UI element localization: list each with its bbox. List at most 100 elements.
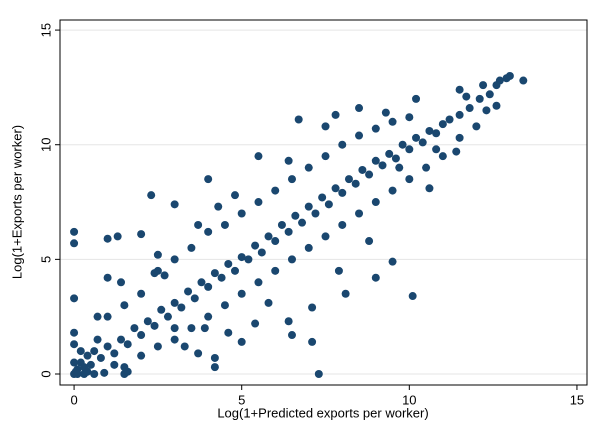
point (117, 278, 126, 287)
point (93, 335, 102, 344)
y-tick-label: 10 (38, 137, 53, 151)
point (237, 289, 246, 298)
point (422, 163, 431, 172)
point (321, 232, 330, 241)
point (355, 209, 364, 218)
point (187, 324, 196, 333)
point (418, 138, 427, 147)
point (110, 360, 119, 369)
point (170, 335, 179, 344)
point (70, 239, 79, 248)
point (519, 76, 528, 85)
point (113, 232, 122, 241)
point (465, 104, 474, 113)
point (251, 241, 260, 250)
point (204, 282, 213, 291)
point (177, 303, 186, 312)
point (76, 347, 85, 356)
point (120, 301, 129, 310)
point (230, 266, 239, 275)
point (184, 287, 193, 296)
point (338, 188, 347, 197)
point (170, 298, 179, 307)
point (150, 269, 159, 278)
point (321, 122, 330, 131)
point (378, 161, 387, 170)
point (294, 115, 303, 124)
point (103, 342, 112, 351)
point (304, 243, 313, 252)
point (271, 186, 280, 195)
point (103, 312, 112, 321)
point (237, 209, 246, 218)
point (210, 269, 219, 278)
point (341, 289, 350, 298)
point (137, 289, 146, 298)
point (324, 200, 333, 209)
point (230, 191, 239, 200)
point (358, 165, 367, 174)
point (210, 363, 219, 372)
point (304, 163, 313, 172)
point (123, 367, 132, 376)
point (475, 94, 484, 103)
point (170, 324, 179, 333)
point (381, 108, 390, 117)
point (492, 81, 501, 90)
point (83, 351, 92, 360)
point (153, 342, 162, 351)
point (405, 113, 414, 122)
point (388, 186, 397, 195)
y-axis-title: Log(1+Exports per worker) (9, 125, 24, 279)
point (412, 94, 421, 103)
point (217, 273, 226, 282)
x-tick-label: 5 (238, 392, 245, 407)
plot-area (60, 29, 587, 378)
point (194, 349, 203, 358)
point (70, 294, 79, 303)
point (482, 106, 491, 115)
point (204, 312, 213, 321)
point (287, 175, 296, 184)
point (391, 154, 400, 163)
point (371, 156, 380, 165)
point (371, 124, 380, 133)
point (371, 273, 380, 282)
point (147, 191, 156, 200)
point (311, 209, 320, 218)
point (271, 237, 280, 246)
point (137, 230, 146, 239)
point (304, 202, 313, 211)
point (163, 312, 172, 321)
point (338, 140, 347, 149)
point (254, 198, 263, 207)
point (93, 312, 102, 321)
point (308, 303, 317, 312)
point (284, 317, 293, 326)
point (220, 301, 229, 310)
point (204, 175, 213, 184)
point (425, 184, 434, 193)
point (194, 220, 203, 229)
point (220, 220, 229, 229)
point (492, 101, 501, 110)
y-tick-label: 0 (38, 370, 53, 377)
point (244, 255, 253, 264)
point (90, 369, 99, 378)
plot-frame (59, 19, 588, 386)
point (96, 353, 105, 362)
point (100, 368, 109, 377)
point (130, 324, 139, 333)
y-tick-label: 5 (38, 256, 53, 263)
point (455, 133, 464, 142)
point (264, 298, 273, 307)
point (365, 237, 374, 246)
point (70, 227, 79, 236)
x-axis-title: Log(1+Predicted exports per worker) (217, 405, 428, 420)
x-tick-label: 15 (570, 392, 584, 407)
point (170, 255, 179, 264)
point (502, 74, 511, 83)
point (157, 305, 166, 314)
point (287, 255, 296, 264)
